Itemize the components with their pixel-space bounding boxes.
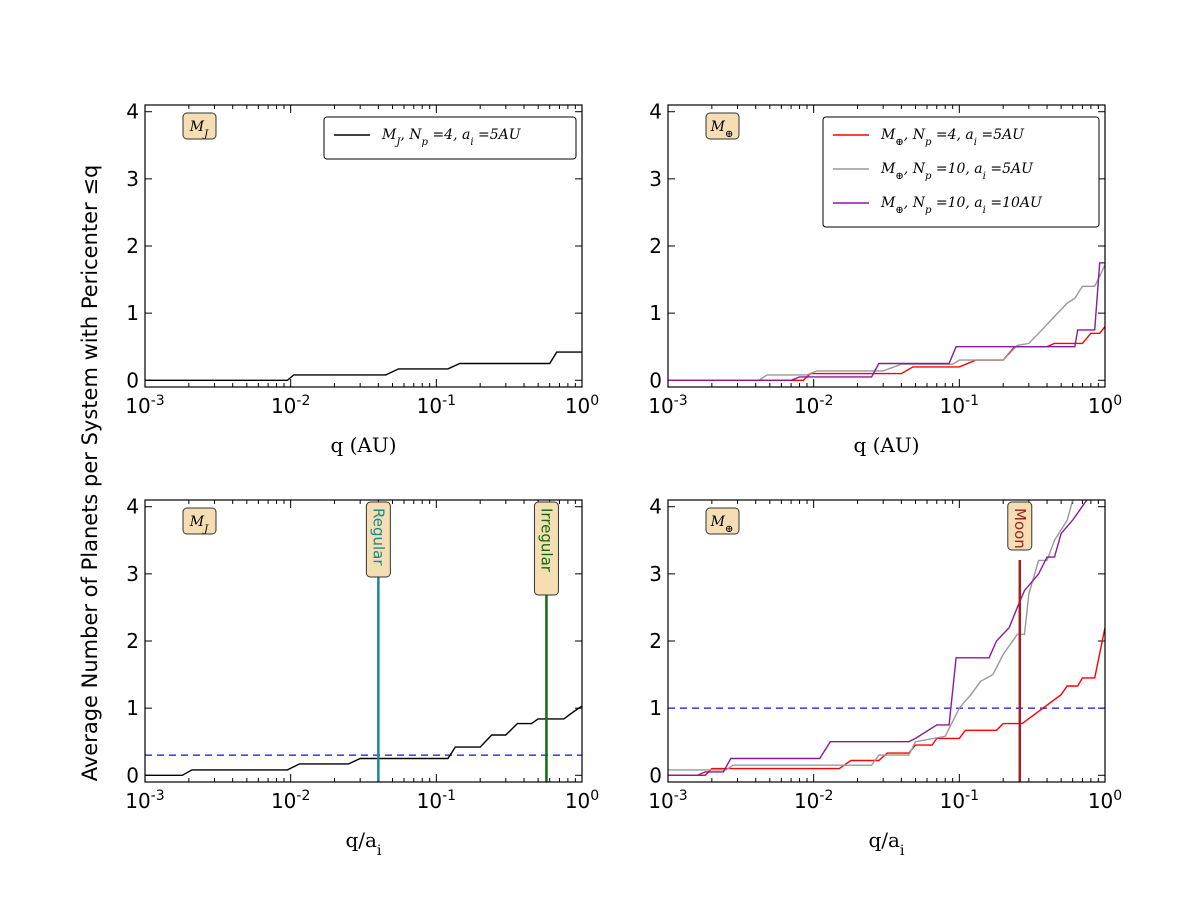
x-axis-label: q (AU) [853, 433, 919, 457]
x-tick-label: 100 [565, 393, 599, 418]
panel-top-right: 0 1 2 3 4 10-3 10-2 10-1 100 M⊕ q (AU) M⊕, Np =4, a… [648, 100, 1122, 457]
x-tick-label: 10-1 [417, 393, 456, 418]
figure-ylabel: Average Number of Planets per System wit… [78, 165, 102, 782]
y-tick-label: 3 [126, 562, 139, 586]
series-line [668, 262, 1105, 381]
legend-entry: M⊕, Np =10, ai =5AU [880, 161, 1034, 182]
y-tick-label: 3 [649, 167, 662, 191]
y-tick-label: 4 [126, 495, 139, 519]
y-tick-label: 1 [126, 696, 139, 720]
y-tick-label: 2 [649, 629, 662, 653]
series-group [145, 705, 582, 776]
series-group [145, 351, 582, 381]
axes-frame [144, 499, 583, 783]
event-label-box [1007, 501, 1033, 551]
legend: M⊕, Np =4, ai =5AU M⊕, Np =10, ai =5AU M⊕,… [822, 116, 1100, 228]
event-label-box [533, 501, 559, 596]
x-tick-label: 100 [1088, 788, 1122, 813]
legend-box [323, 116, 577, 160]
axes-frame [144, 104, 583, 388]
series-line [145, 705, 582, 776]
x-tick-label: 10-3 [648, 393, 687, 418]
x-tick-label: 10-1 [940, 393, 979, 418]
series-line [668, 264, 1105, 381]
event-label: Irregular [537, 508, 555, 573]
panel-top-left: 0 1 2 3 4 10-3 10-2 10-1 100 MJ q (AU) MJ, Np =4, a… [125, 100, 599, 457]
x-axis-label: q/ai [868, 828, 904, 859]
mass-tag: M⊕ [710, 119, 734, 140]
series-group [668, 262, 1105, 381]
legend-entry: M⊕, Np =4, ai =5AU [880, 127, 1025, 148]
y-tick-label: 0 [126, 368, 139, 392]
y-tick-label: 2 [126, 629, 139, 653]
x-tick-label: 10-3 [648, 788, 687, 813]
plot-area [145, 500, 582, 782]
mass-tag-box [705, 507, 740, 535]
series-group [668, 500, 1105, 776]
x-tick-label: 10-2 [794, 788, 833, 813]
y-tick-label: 4 [649, 495, 662, 519]
x-axis-label: q (AU) [330, 433, 396, 457]
y-tick-label: 0 [649, 368, 662, 392]
y-tick-label: 4 [126, 100, 139, 124]
mass-tag-box [182, 112, 217, 140]
y-tick-label: 1 [649, 696, 662, 720]
mass-tag-box [705, 112, 740, 140]
legend-box [822, 116, 1100, 228]
x-tick-label: 10-2 [794, 393, 833, 418]
y-tick-label: 1 [126, 301, 139, 325]
mass-tag: M⊕ [710, 514, 734, 535]
mass-tag-box [182, 507, 217, 535]
panel-bottom-left: 0 1 2 3 4 10-3 10-2 10-1 100 Regular Irregular MJ q/… [125, 495, 599, 859]
y-tick-label: 0 [126, 763, 139, 787]
event-label-box [365, 501, 391, 578]
panel-bottom-right: 0 1 2 3 4 10-3 10-2 10-1 100 Moon M⊕ q/ai [648, 495, 1122, 859]
mass-tag: MJ [189, 514, 209, 535]
y-tick-label: 0 [649, 763, 662, 787]
x-axis-label: q/ai [345, 828, 381, 859]
x-tick-label: 100 [565, 788, 599, 813]
x-tick-label: 10-3 [125, 788, 164, 813]
x-tick-label: 100 [1088, 393, 1122, 418]
y-tick-label: 1 [649, 301, 662, 325]
x-tick-label: 10-2 [271, 393, 310, 418]
x-tick-label: 10-1 [940, 788, 979, 813]
x-tick-label: 10-1 [417, 788, 456, 813]
x-tick-label: 10-3 [125, 393, 164, 418]
mass-tag: MJ [189, 119, 209, 140]
event-label: Regular [369, 508, 387, 566]
event-label: Moon [1011, 508, 1029, 549]
x-tick-label: 10-2 [271, 788, 310, 813]
legend-entry: M⊕, Np =10, ai =10AU [880, 195, 1043, 216]
series-line [145, 351, 582, 381]
axes-frame [667, 499, 1106, 783]
axes-frame [667, 104, 1106, 388]
plot-area [668, 500, 1105, 782]
series-line [668, 500, 1088, 776]
y-tick-label: 4 [649, 100, 662, 124]
y-tick-label: 3 [649, 562, 662, 586]
y-tick-label: 3 [126, 167, 139, 191]
legend: MJ, Np =4, ai =5AU [323, 116, 577, 160]
legend-entry: MJ, Np =4, ai =5AU [381, 127, 522, 148]
y-tick-label: 2 [649, 234, 662, 258]
series-line [668, 500, 1074, 771]
y-tick-label: 2 [126, 234, 139, 258]
